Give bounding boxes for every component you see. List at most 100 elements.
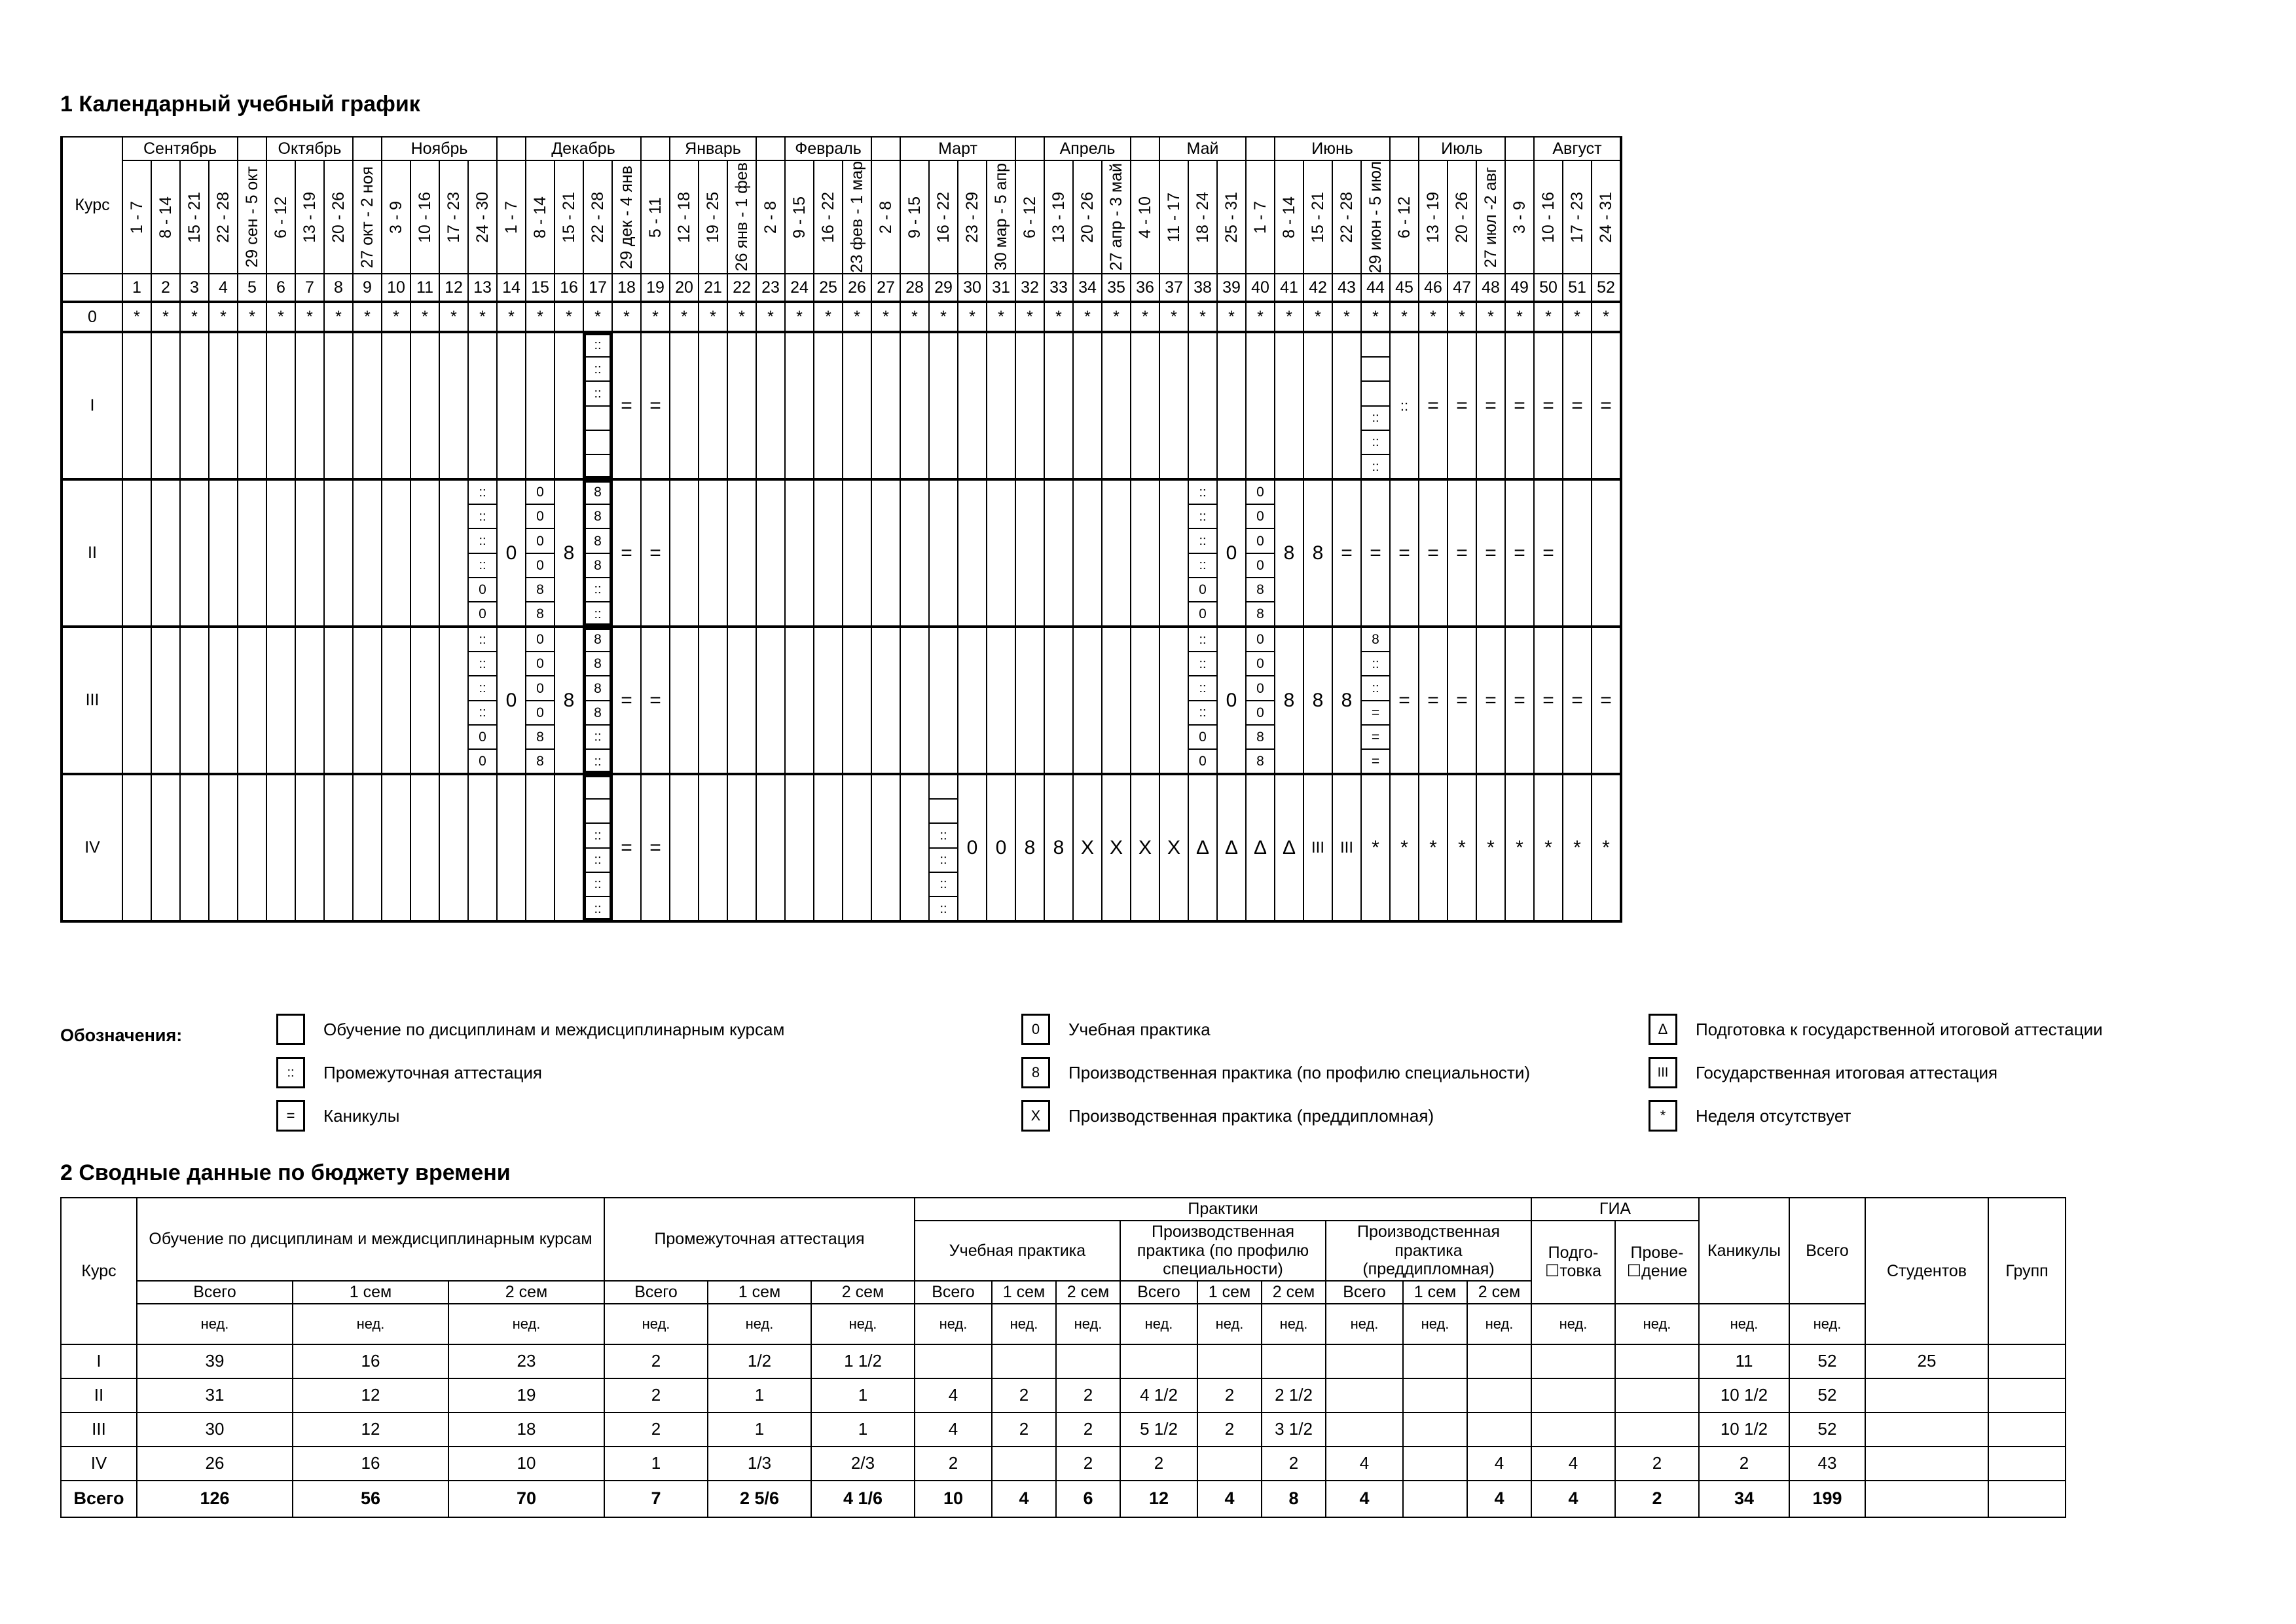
week-cell: * xyxy=(813,301,843,333)
summary-data-cell xyxy=(1988,1445,2066,1481)
week-symbol xyxy=(699,775,727,920)
week-symbol: Δ xyxy=(1253,836,1267,858)
week-slice: :: xyxy=(1189,701,1216,726)
week-symbol: = xyxy=(649,394,661,416)
month-header-blank xyxy=(237,136,267,161)
summary-data-cell: 31 xyxy=(136,1377,293,1413)
week-cell: 8 xyxy=(1044,773,1074,923)
week-cell: :: xyxy=(1389,331,1419,481)
week-cell xyxy=(756,625,786,775)
week-date-range: 9 - 15 xyxy=(784,159,814,275)
week-cell: * xyxy=(237,301,267,333)
week-cell: Δ xyxy=(1188,773,1218,923)
week-symbol: 8 xyxy=(1312,689,1324,711)
week-date-range: 22 - 28 xyxy=(1332,159,1362,275)
summary-group-practices: Практики xyxy=(914,1197,1532,1221)
week-cell xyxy=(1015,625,1045,775)
week-symbol xyxy=(267,481,295,625)
week-slice: :: xyxy=(1189,652,1216,677)
summary-data-cell xyxy=(1467,1377,1532,1413)
week-slice: :: xyxy=(1189,676,1216,701)
week-number: 15 xyxy=(525,273,555,303)
week-cell: * xyxy=(1101,301,1131,333)
week-number: 46 xyxy=(1418,273,1448,303)
week-symbol xyxy=(670,628,698,773)
week-date-range: 11 - 17 xyxy=(1159,159,1189,275)
summary-data-cell xyxy=(1402,1343,1468,1379)
week-number: 52 xyxy=(1591,273,1622,303)
week-date-range: 6 - 12 xyxy=(1389,159,1419,275)
week-cell xyxy=(179,331,210,481)
week-slice: :: xyxy=(1362,407,1389,431)
summary-data-cell: 23 xyxy=(448,1343,605,1379)
week-cell xyxy=(352,478,382,628)
week-symbol xyxy=(1160,481,1188,625)
week-cell: * xyxy=(1360,301,1391,333)
week-number: 24 xyxy=(784,273,814,303)
month-header: Январь xyxy=(669,136,757,161)
week-symbol xyxy=(1304,333,1332,478)
week-cell: 8 xyxy=(554,478,584,628)
week-cell xyxy=(986,331,1016,481)
week-symbol xyxy=(123,775,151,920)
week-cell: = xyxy=(640,773,670,923)
week-cell: * xyxy=(208,301,238,333)
week-symbol xyxy=(872,333,900,478)
week-number: 27 xyxy=(871,273,901,303)
week-cell xyxy=(1044,331,1074,481)
month-header-blank xyxy=(1504,136,1535,161)
summary-data-row: II 31 12 19 2 1 1 4 2 2 4 1/2 2 2 1/2 10 1/2 52 xyxy=(60,1377,2066,1413)
week-cell xyxy=(208,478,238,628)
summary-unit-cell: нед. xyxy=(1614,1302,1700,1345)
week-cell: = xyxy=(640,331,670,481)
summary-data-cell: 2 xyxy=(604,1377,708,1413)
week-symbol: III xyxy=(1311,838,1324,857)
week-slice: :: xyxy=(584,578,611,602)
summary-data-cell xyxy=(1197,1445,1262,1481)
week-symbol xyxy=(987,628,1015,773)
week-symbol xyxy=(930,333,957,478)
summary-data-cell: 199 xyxy=(1789,1479,1866,1518)
week-symbol xyxy=(987,333,1015,478)
week-cell xyxy=(439,478,469,628)
summary-data-cell: 39 xyxy=(136,1343,293,1379)
summary-data-cell: 70 xyxy=(448,1479,605,1518)
week-slice: 8 xyxy=(536,606,544,622)
week-slice: :: xyxy=(939,901,947,916)
week-number: 13 xyxy=(467,273,498,303)
week-cell: * xyxy=(1360,773,1391,923)
month-header: Июль xyxy=(1418,136,1506,161)
week-cell xyxy=(381,773,411,923)
week-number: 25 xyxy=(813,273,843,303)
summary-subheader: 2 сем xyxy=(1055,1280,1121,1304)
week-cell-subdivided: :::::::: xyxy=(928,773,958,923)
summary-row-kurs: III xyxy=(60,1411,137,1447)
week-number: 36 xyxy=(1130,273,1160,303)
week-cell xyxy=(986,478,1016,628)
week-symbol xyxy=(1131,481,1159,625)
week-slice: 0 xyxy=(1247,505,1274,530)
week-cell: * xyxy=(1418,773,1448,923)
week-symbol xyxy=(411,333,439,478)
month-header-blank xyxy=(756,136,786,161)
week-slice: 8 xyxy=(1256,606,1264,622)
calendar-row-0: 0 * * * * * * * * * * * * * * * * * * * * * * * * * * * * * * * * * * * * * * *… xyxy=(60,301,1622,333)
week-symbol xyxy=(1160,333,1188,478)
week-symbol: * xyxy=(1602,836,1610,858)
month-header: Март xyxy=(900,136,1016,161)
summary-data-cell xyxy=(1325,1411,1404,1447)
week-date-range: 17 - 23 xyxy=(439,159,469,275)
week-cell xyxy=(151,773,181,923)
summary-unit-cell: нед. xyxy=(1261,1302,1326,1345)
calendar-section-title: 1 Календарный учебный график xyxy=(60,92,420,117)
week-symbol: :: xyxy=(1400,397,1409,414)
week-symbol xyxy=(843,333,871,478)
week-symbol xyxy=(123,628,151,773)
week-cell xyxy=(467,331,498,481)
week-cell xyxy=(237,625,267,775)
week-cell: * xyxy=(756,301,786,333)
summary-data-cell xyxy=(1120,1343,1198,1379)
week-slice: :: xyxy=(1189,481,1216,506)
summary-data-cell: 1 xyxy=(604,1445,708,1481)
